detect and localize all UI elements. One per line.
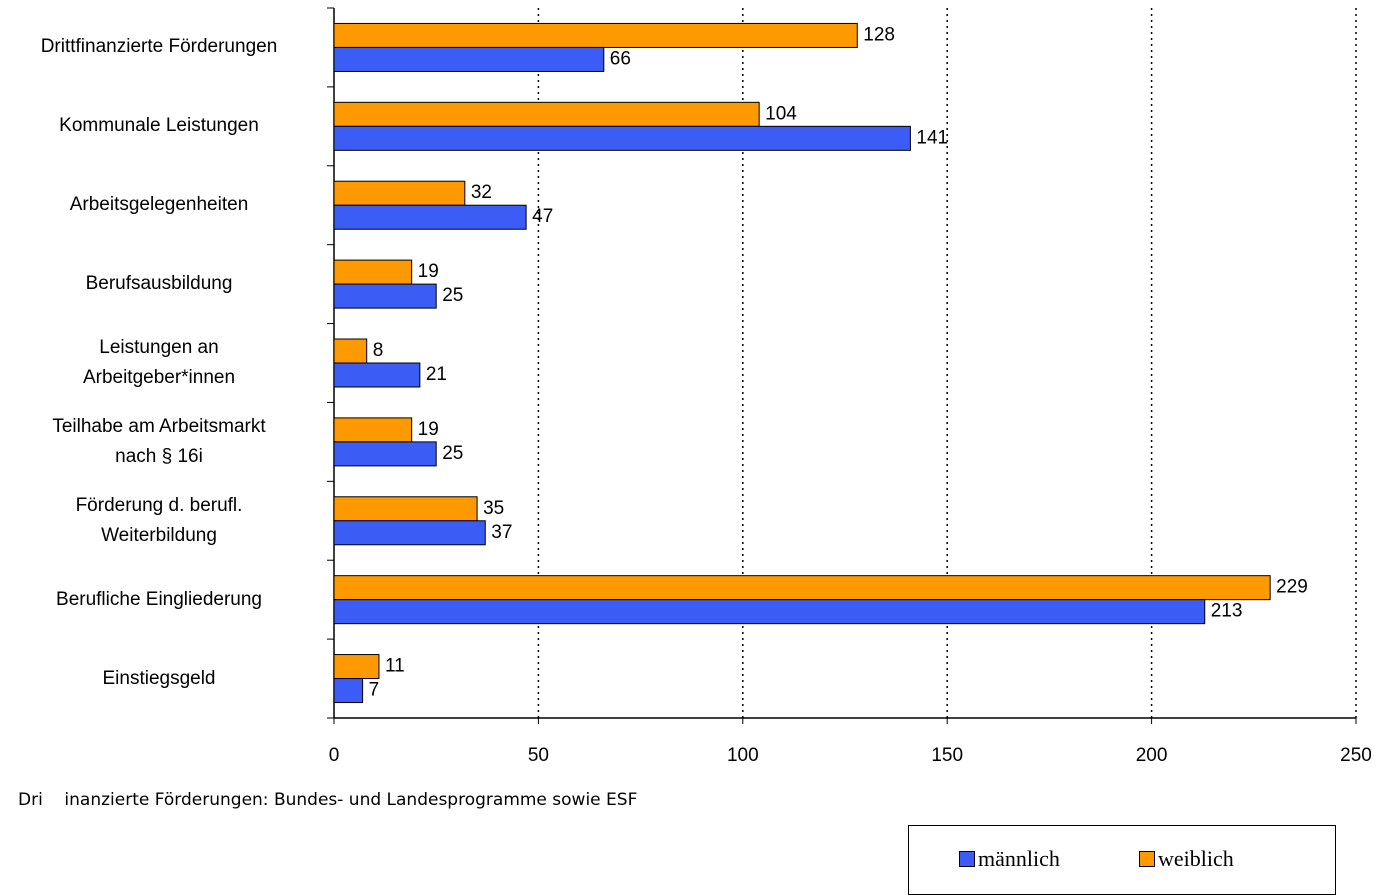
legend: männlich weiblich bbox=[908, 825, 1336, 895]
bar bbox=[333, 259, 413, 285]
legend-swatch bbox=[959, 851, 975, 867]
bar bbox=[333, 496, 478, 522]
bar bbox=[333, 46, 605, 72]
y-tick-label: Arbeitsgelegenheiten bbox=[69, 194, 249, 216]
data-label: 35 bbox=[483, 498, 504, 519]
data-label: 128 bbox=[863, 24, 895, 45]
legend-item: weiblich bbox=[1139, 846, 1234, 872]
bar bbox=[333, 520, 486, 546]
data-label: 141 bbox=[916, 127, 948, 148]
bar bbox=[333, 441, 437, 467]
bar bbox=[333, 180, 466, 206]
data-label: 21 bbox=[426, 364, 447, 385]
x-tick-label: 200 bbox=[1136, 745, 1168, 766]
data-label: 19 bbox=[418, 261, 439, 282]
y-tick-label: Einstiegsgeld bbox=[102, 667, 216, 689]
x-tick-label: 50 bbox=[528, 745, 549, 766]
data-label: 11 bbox=[385, 656, 405, 677]
bar bbox=[333, 283, 437, 309]
legend-item: männlich bbox=[959, 846, 1060, 872]
data-label: 19 bbox=[418, 419, 439, 440]
data-label: 47 bbox=[532, 206, 553, 227]
bar bbox=[333, 417, 413, 443]
bar bbox=[333, 599, 1206, 625]
data-label: 104 bbox=[765, 103, 797, 124]
data-label: 7 bbox=[369, 680, 380, 701]
legend-swatch bbox=[1139, 851, 1155, 867]
y-tick-label: Berufsausbildung bbox=[85, 273, 233, 295]
data-label: 213 bbox=[1211, 601, 1243, 622]
bar bbox=[333, 678, 364, 704]
bar bbox=[333, 101, 760, 127]
bar bbox=[333, 204, 527, 230]
footnote: Dri inanzierte Förderungen: Bundes- und … bbox=[18, 790, 638, 810]
data-label: 25 bbox=[442, 443, 463, 464]
y-tick-label: Förderung d. berufl. Weiterbildung bbox=[75, 494, 243, 546]
legend-label: weiblich bbox=[1158, 846, 1234, 871]
bar bbox=[333, 362, 421, 388]
bar bbox=[333, 575, 1271, 601]
data-label: 8 bbox=[373, 340, 384, 361]
data-label: 229 bbox=[1276, 577, 1308, 598]
bar bbox=[333, 654, 380, 680]
x-tick-label: 250 bbox=[1340, 745, 1372, 766]
bar bbox=[333, 22, 858, 48]
x-tick-label: 0 bbox=[329, 745, 340, 766]
y-tick-label: Kommunale Leistungen bbox=[59, 115, 259, 137]
y-tick-label: Leistungen an Arbeitgeber*innen bbox=[82, 337, 236, 388]
x-tick-label: 100 bbox=[727, 745, 759, 766]
x-tick-label: 150 bbox=[931, 745, 963, 766]
legend-label: männlich bbox=[978, 846, 1060, 871]
y-tick-label: Berufliche Eingliederung bbox=[56, 588, 262, 610]
data-label: 25 bbox=[442, 285, 463, 306]
data-label: 66 bbox=[610, 48, 631, 69]
bar bbox=[333, 338, 368, 364]
data-label: 32 bbox=[471, 182, 492, 203]
data-label: 37 bbox=[491, 522, 512, 543]
y-tick-label: Drittfinanzierte Förderungen bbox=[40, 36, 278, 58]
y-tick-label: Teilhabe am Arbeitsmarkt nach § 16i bbox=[52, 415, 266, 467]
bar bbox=[333, 125, 911, 151]
